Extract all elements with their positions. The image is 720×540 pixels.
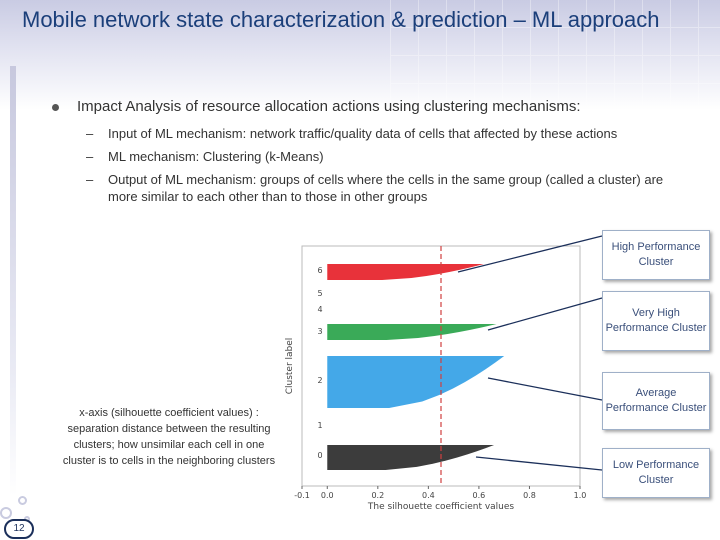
callout-connector-line [475, 456, 603, 471]
page-number: 12 [4, 519, 34, 539]
x-tick-label: 0.8 [523, 491, 536, 500]
sub-bullet-text: Output of ML mechanism: groups of cells … [108, 172, 664, 204]
cluster-tick-label: 6 [317, 266, 322, 275]
sub-bullet-dash: – [86, 126, 94, 141]
sub-bullet-text: ML mechanism: Clustering (k-Means) [108, 149, 324, 164]
header-background [0, 0, 720, 110]
sub-bullet-text: Input of ML mechanism: network traffic/q… [108, 126, 618, 141]
cluster-tick-label: 1 [317, 421, 322, 430]
chart-ylabel: Cluster label [285, 338, 295, 395]
x-tick-label: -0.1 [294, 491, 310, 500]
slide-title: Mobile network state characterization & … [22, 7, 660, 32]
bullet-dot-icon [52, 104, 59, 111]
callout-connector-line [457, 235, 603, 273]
cluster-tick-label: 3 [317, 327, 322, 336]
xaxis-caption: x-axis (silhouette coefficient values) :… [62, 407, 276, 467]
sub-bullet-dash: – [86, 149, 94, 164]
x-tick-label: 1.0 [574, 491, 587, 500]
callout-connector-line [487, 297, 603, 331]
callout-low-performance: Low Performance Cluster [602, 448, 710, 498]
callout-very-high-performance: Very High Performance Cluster [602, 291, 710, 351]
x-tick-label: 0.2 [371, 491, 384, 500]
cluster-tick-label: 0 [317, 451, 322, 460]
cluster-3-silhouette-bar [327, 324, 497, 340]
left-decoration-bar [10, 66, 16, 496]
decor-circle [0, 507, 12, 519]
callout-connector-line [487, 377, 603, 401]
main-bullet-text: Impact Analysis of resource allocation a… [77, 98, 581, 115]
cluster-6-silhouette-bar [327, 264, 484, 280]
x-tick-label: 0.4 [422, 491, 435, 500]
cluster-0-silhouette-bar [327, 445, 495, 470]
decor-circle [18, 496, 27, 505]
cluster-tick-label: 5 [317, 289, 322, 298]
cluster-2-silhouette-bar [327, 356, 505, 408]
sub-bullet-dash: – [86, 172, 94, 187]
cluster-tick-label: 2 [317, 376, 322, 385]
callout-high-performance: High Performance Cluster [602, 230, 710, 280]
chart-xlabel: The silhouette coefficient values [367, 502, 515, 512]
header-grid-decoration [390, 0, 720, 110]
cluster-tick-label: 4 [317, 305, 322, 314]
callout-average-performance: Average Performance Cluster [602, 372, 710, 430]
x-tick-label: 0.6 [473, 491, 486, 500]
x-tick-label: 0.0 [321, 491, 334, 500]
